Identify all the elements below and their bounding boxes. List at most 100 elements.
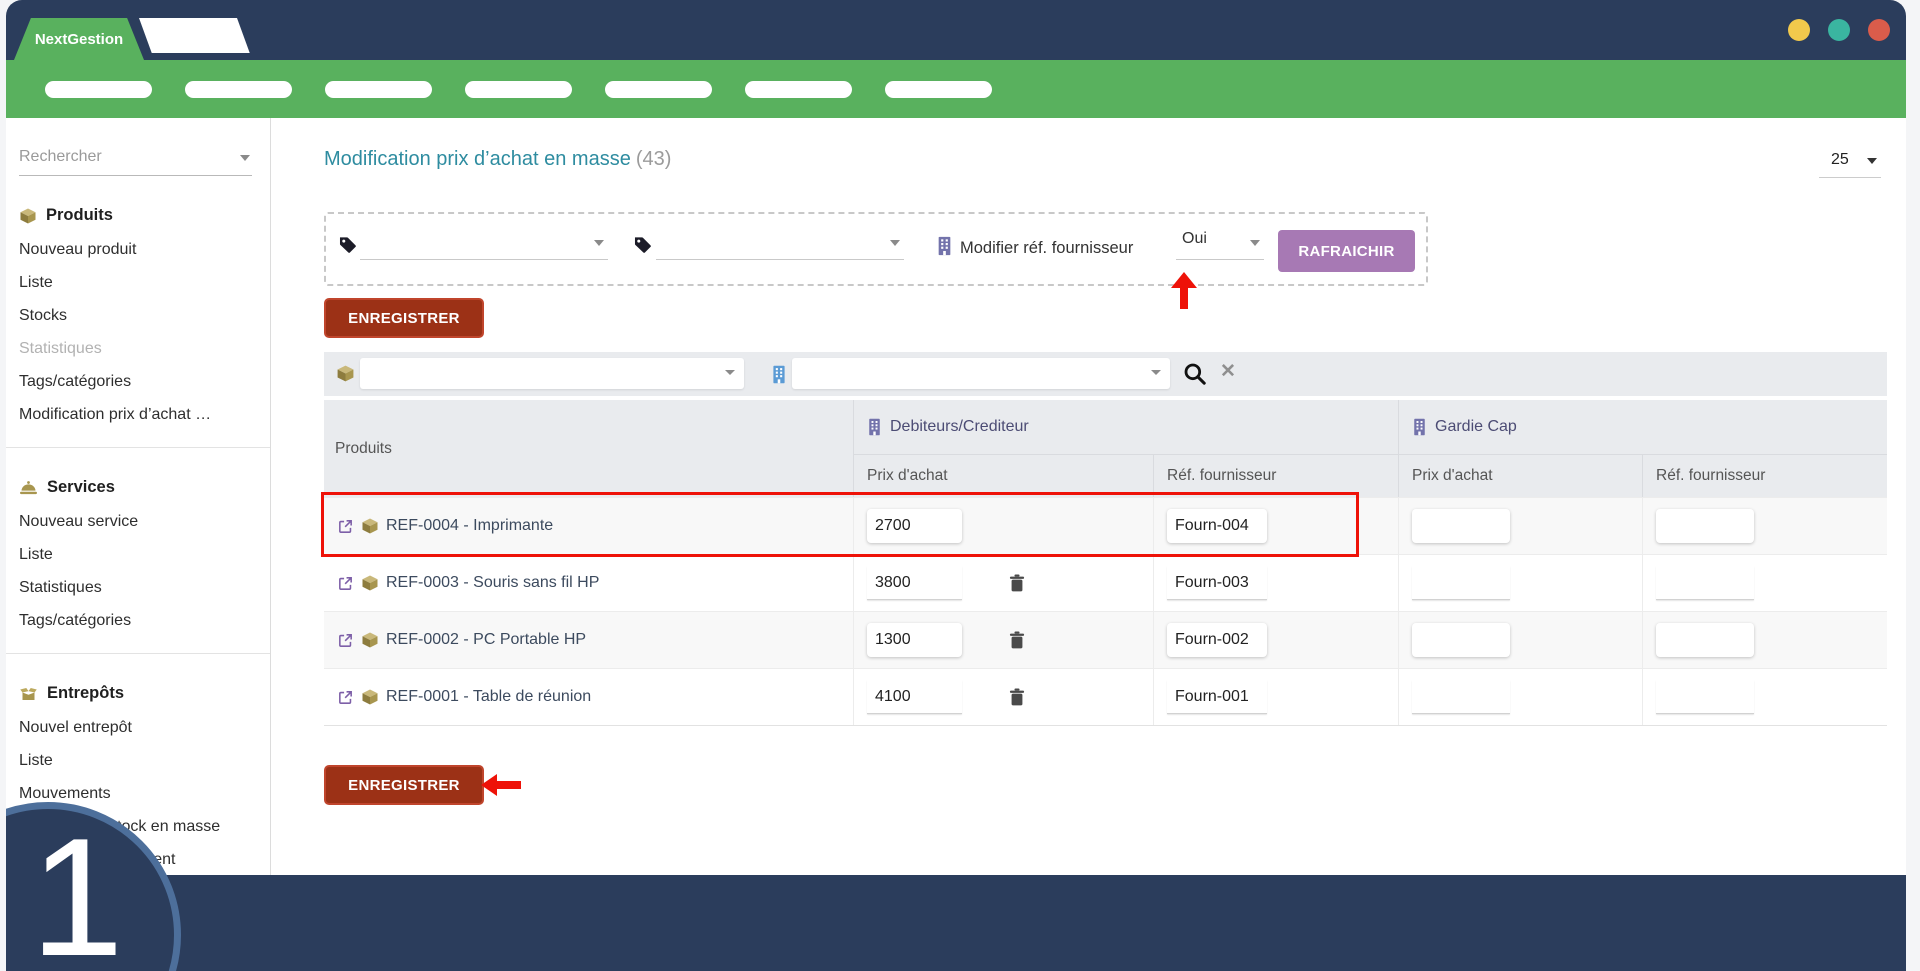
clear-icon[interactable]: ✕: [1220, 361, 1236, 382]
supplier-ref-input[interactable]: [1167, 623, 1267, 657]
sidebar-item-mouvements[interactable]: Mouvements: [19, 784, 111, 802]
building-icon: [938, 236, 951, 256]
section-title-services: Services: [6, 474, 270, 505]
supplier-ref-input-empty[interactable]: [1656, 566, 1754, 600]
price-input[interactable]: [867, 623, 962, 657]
product-filter-select[interactable]: [360, 358, 744, 389]
section-title-entrepots: Entrepôts: [6, 680, 270, 711]
chevron-down-icon: [1250, 240, 1260, 246]
save-button-bottom[interactable]: ENREGISTRER: [324, 765, 484, 805]
box-icon: [362, 632, 378, 648]
product-link[interactable]: REF-0003 - Souris sans fil HP: [386, 574, 600, 591]
sidebar-section-services: Services Nouveau service Liste Statistiq…: [6, 474, 270, 637]
building-icon: [1414, 418, 1425, 436]
supplier-filter-select[interactable]: [792, 358, 1170, 389]
sidebar-item-liste-produits[interactable]: Liste: [19, 273, 53, 291]
building-icon: [869, 418, 880, 436]
box-icon: [337, 365, 354, 382]
sidebar-item-statistiques-services[interactable]: Statistiques: [19, 578, 102, 596]
sidebar-item-stocks[interactable]: Stocks: [19, 306, 68, 324]
price-input[interactable]: [867, 509, 962, 543]
sidebar-item-modification-prix[interactable]: Modification prix d’achat …: [19, 405, 212, 423]
tag-icon: [634, 237, 651, 253]
table-row: REF-0002 - PC Portable HP: [324, 611, 1887, 668]
sidebar-item-nouveau-service[interactable]: Nouveau service: [19, 512, 139, 530]
price-input-empty[interactable]: [1412, 509, 1510, 543]
external-link-icon[interactable]: [337, 575, 354, 592]
step-number: 1: [30, 803, 124, 971]
modify-ref-select[interactable]: Oui: [1176, 230, 1264, 260]
column-header-products: Produits: [324, 400, 854, 497]
section-title-produits: Produits: [6, 202, 270, 233]
close-dot-icon[interactable]: [1868, 19, 1890, 41]
external-link-icon[interactable]: [337, 518, 354, 535]
group-header-gardie-cap: Gardie Cap: [1399, 400, 1887, 455]
price-input-empty[interactable]: [1412, 680, 1510, 714]
external-link-icon[interactable]: [337, 689, 354, 706]
table-row: REF-0004 - Imprimante: [324, 497, 1887, 554]
box-icon: [20, 208, 36, 223]
save-button-top[interactable]: ENREGISTRER: [324, 298, 484, 338]
supplier-ref-input[interactable]: [1167, 509, 1267, 543]
annotation-arrow-left: [481, 774, 521, 796]
tag-filter-select-1[interactable]: [360, 230, 608, 260]
sidebar-item-liste-entrepots[interactable]: Liste: [19, 751, 53, 769]
supplier-ref-input[interactable]: [1167, 680, 1267, 714]
sidebar-item-stock-en-masse[interactable]: stock en masse: [109, 817, 221, 835]
maximize-dot-icon[interactable]: [1828, 19, 1850, 41]
subheader-prix-achat-2: Prix d'achat: [1399, 455, 1643, 497]
main-content: Modification prix d’achat en masse (43) 2…: [271, 118, 1906, 875]
price-input[interactable]: [867, 566, 962, 600]
trash-icon[interactable]: [1007, 687, 1027, 707]
nav-pill[interactable]: [45, 80, 152, 98]
box-icon: [362, 575, 378, 591]
supplier-ref-input[interactable]: [1167, 566, 1267, 600]
chevron-down-icon: [1867, 158, 1877, 164]
step-circle: 1: [6, 802, 181, 971]
product-link[interactable]: REF-0001 - Table de réunion: [386, 688, 592, 705]
sidebar-item-liste-services[interactable]: Liste: [19, 545, 53, 563]
refresh-button[interactable]: RAFRAICHIR: [1278, 230, 1415, 272]
products-table: Produits Debiteu: [324, 400, 1887, 726]
nav-pill[interactable]: [885, 80, 992, 98]
sidebar-item-nouveau-produit[interactable]: Nouveau produit: [19, 240, 137, 258]
nav-pill[interactable]: [185, 80, 292, 98]
sidebar-item-tags-produits[interactable]: Tags/catégories: [19, 372, 132, 390]
nav-pill[interactable]: [745, 80, 852, 98]
sidebar-section-entrepots: Entrepôts Nouvel entrepôt Liste Mouvemen…: [6, 680, 270, 876]
trash-icon[interactable]: [1007, 573, 1027, 593]
nav-pill[interactable]: [465, 80, 572, 98]
sidebar-item-nouvel-entrepot[interactable]: Nouvel entrepôt: [19, 718, 132, 736]
brand-tab[interactable]: NextGestion: [14, 18, 144, 60]
search-input[interactable]: Rechercher: [19, 148, 252, 176]
tag-filter-select-2[interactable]: [656, 230, 904, 260]
modify-ref-label: Modifier réf. fournisseur: [960, 239, 1134, 257]
price-input[interactable]: [867, 680, 962, 714]
search-icon[interactable]: [1182, 361, 1208, 387]
group-header-debiteurs: Debiteurs/Crediteur: [854, 400, 1399, 455]
table-filter-bar: ✕: [324, 352, 1887, 396]
product-link[interactable]: REF-0002 - PC Portable HP: [386, 631, 587, 648]
footer-bar: [6, 875, 1906, 971]
nav-pill[interactable]: [605, 80, 712, 98]
external-link-icon[interactable]: [337, 632, 354, 649]
supplier-ref-input-empty[interactable]: [1656, 509, 1754, 543]
subheader-ref-fournisseur-1: Réf. fournisseur: [1154, 455, 1399, 497]
sidebar-item-tags-services[interactable]: Tags/catégories: [19, 611, 132, 629]
page-size-select[interactable]: 25: [1819, 151, 1881, 178]
open-box-icon: [20, 687, 37, 700]
main-navbar: [6, 60, 1906, 118]
sidebar-item-statistiques-produits: Statistiques: [19, 339, 102, 357]
nav-pill[interactable]: [325, 80, 432, 98]
sidebar-section-produits: Produits Nouveau produit Liste Stocks St…: [6, 202, 270, 431]
price-input-empty[interactable]: [1412, 566, 1510, 600]
supplier-ref-input-empty[interactable]: [1656, 623, 1754, 657]
chevron-down-icon: [594, 240, 604, 246]
minimize-dot-icon[interactable]: [1788, 19, 1810, 41]
price-input-empty[interactable]: [1412, 623, 1510, 657]
trash-icon[interactable]: [1007, 630, 1027, 650]
subheader-ref-fournisseur-2: Réf. fournisseur: [1656, 467, 1766, 484]
product-link[interactable]: REF-0004 - Imprimante: [386, 517, 554, 534]
supplier-ref-input-empty[interactable]: [1656, 680, 1754, 714]
document-tab[interactable]: [139, 18, 250, 53]
